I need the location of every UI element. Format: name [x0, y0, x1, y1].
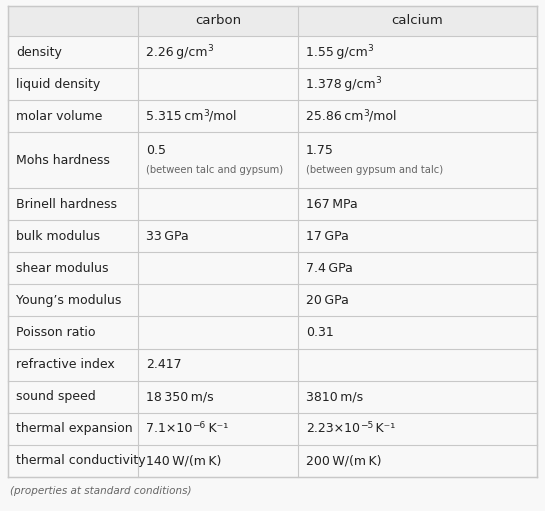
Text: liquid density: liquid density — [16, 78, 100, 90]
Text: 18 350 m/s: 18 350 m/s — [146, 390, 214, 403]
Text: K⁻¹: K⁻¹ — [205, 422, 228, 435]
Text: sound speed: sound speed — [16, 390, 96, 403]
Text: /mol: /mol — [369, 110, 397, 123]
Text: (properties at standard conditions): (properties at standard conditions) — [10, 486, 191, 496]
Text: 25.86 cm: 25.86 cm — [306, 110, 364, 123]
Text: calcium: calcium — [392, 14, 444, 28]
Text: −6: −6 — [192, 421, 205, 430]
Bar — [8, 349, 537, 381]
Text: 3: 3 — [203, 109, 209, 118]
Text: refractive index: refractive index — [16, 358, 115, 371]
Text: Brinell hardness: Brinell hardness — [16, 198, 117, 211]
Text: 2.26 g/cm: 2.26 g/cm — [146, 45, 208, 59]
Bar — [8, 284, 537, 316]
Bar — [8, 132, 537, 188]
Text: 7.4 GPa: 7.4 GPa — [306, 262, 353, 275]
Text: 5.315 cm: 5.315 cm — [146, 110, 203, 123]
Text: 3: 3 — [368, 44, 373, 53]
Text: 167 MPa: 167 MPa — [306, 198, 358, 211]
Bar — [8, 413, 537, 445]
Text: 140 W/(m K): 140 W/(m K) — [146, 454, 221, 468]
Text: bulk modulus: bulk modulus — [16, 229, 100, 243]
Text: 3810 m/s: 3810 m/s — [306, 390, 363, 403]
Text: Mohs hardness: Mohs hardness — [16, 154, 110, 167]
Text: 2.417: 2.417 — [146, 358, 181, 371]
Text: K⁻¹: K⁻¹ — [373, 422, 396, 435]
Bar — [8, 252, 537, 284]
Text: Poisson ratio: Poisson ratio — [16, 326, 95, 339]
Text: 3: 3 — [364, 109, 369, 118]
Text: Young’s modulus: Young’s modulus — [16, 294, 122, 307]
Bar — [8, 36, 537, 68]
Text: carbon: carbon — [195, 14, 241, 28]
Text: 33 GPa: 33 GPa — [146, 229, 189, 243]
Text: /mol: /mol — [209, 110, 237, 123]
Text: 1.75: 1.75 — [306, 144, 334, 157]
Bar — [8, 6, 537, 36]
Bar — [8, 445, 537, 477]
Text: 0.5: 0.5 — [146, 144, 166, 157]
Bar — [8, 100, 537, 132]
Text: molar volume: molar volume — [16, 110, 102, 123]
Text: 20 GPa: 20 GPa — [306, 294, 349, 307]
Text: 200 W/(m K): 200 W/(m K) — [306, 454, 381, 468]
Text: thermal conductivity: thermal conductivity — [16, 454, 146, 468]
Bar — [8, 381, 537, 413]
Text: 17 GPa: 17 GPa — [306, 229, 349, 243]
Text: shear modulus: shear modulus — [16, 262, 108, 275]
Text: 1.378 g/cm: 1.378 g/cm — [306, 78, 376, 90]
Text: 7.1×10: 7.1×10 — [146, 422, 192, 435]
Text: 1.55 g/cm: 1.55 g/cm — [306, 45, 368, 59]
Bar — [8, 316, 537, 349]
Text: 3: 3 — [208, 44, 213, 53]
Bar — [8, 188, 537, 220]
Text: (between talc and gypsum): (between talc and gypsum) — [146, 165, 283, 175]
Text: 3: 3 — [376, 77, 382, 85]
Text: 0.31: 0.31 — [306, 326, 334, 339]
Text: 2.23×10: 2.23×10 — [306, 422, 360, 435]
Bar — [8, 220, 537, 252]
Text: thermal expansion: thermal expansion — [16, 422, 132, 435]
Text: (between gypsum and talc): (between gypsum and talc) — [306, 165, 443, 175]
Text: density: density — [16, 45, 62, 59]
Bar — [8, 68, 537, 100]
Text: −5: −5 — [360, 421, 373, 430]
